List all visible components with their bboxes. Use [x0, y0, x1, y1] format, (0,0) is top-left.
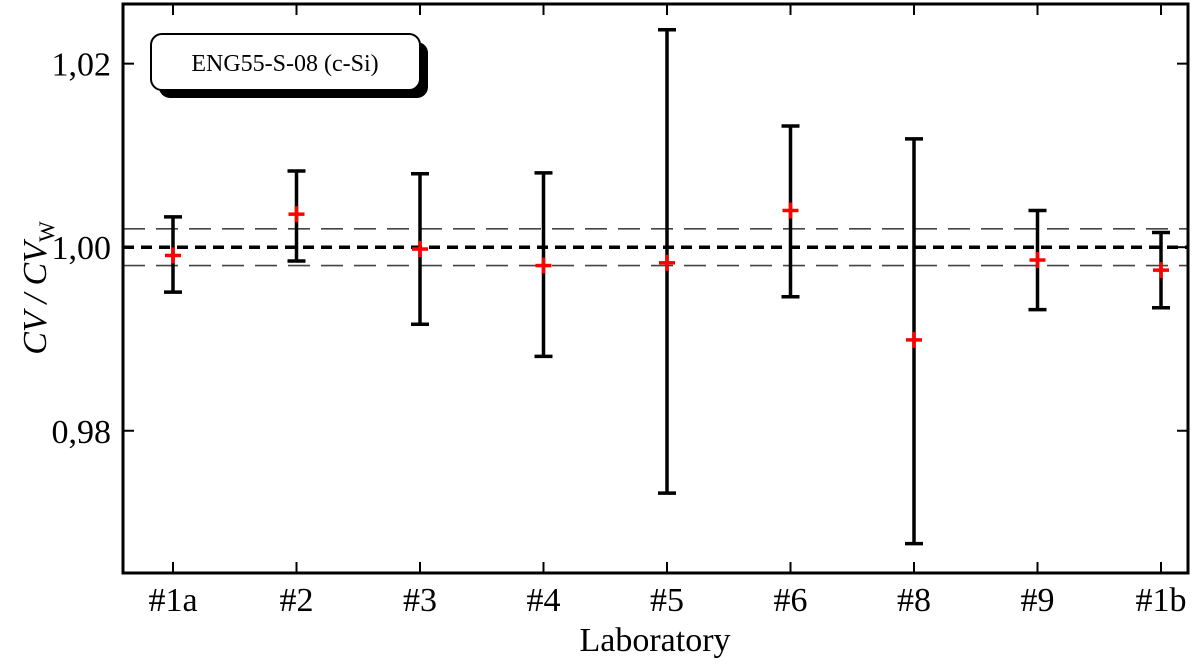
data-point-#9 [1029, 252, 1046, 269]
x-axis-title: Laboratory [579, 622, 730, 659]
legend-box: ENG55-S-08 (c-Si) [150, 33, 428, 98]
data-point-#8 [906, 331, 922, 348]
data-point-#1b [1153, 262, 1169, 279]
data-point-#4 [535, 257, 552, 274]
tick-labels: #1a #2 #3 #4 #5 #6 #8 #9 #1b 0,98 1,00 1,02 [52, 47, 1187, 619]
x-tick-label: #6 [774, 582, 808, 619]
plot-frame [121, 2, 1190, 575]
x-tick-label: #5 [650, 582, 684, 619]
x-tick-label: #1b [1136, 582, 1187, 619]
x-tick-label: #8 [897, 582, 931, 619]
data-point-#3 [412, 241, 428, 258]
reference-lines [123, 228, 1188, 267]
y-axis-title: CV / CVW [17, 221, 59, 355]
x-tick-label: #9 [1021, 582, 1055, 619]
y-tick-label: 1,02 [52, 47, 112, 84]
x-tick-label: #2 [280, 582, 314, 619]
legend-label: ENG55-S-08 (c-Si) [191, 51, 378, 77]
y-axis-title-main: CV / CV [17, 238, 54, 355]
legend-frame [150, 33, 421, 91]
y-tick-label: 0,98 [52, 414, 112, 451]
axis-ticks [123, 4, 1188, 573]
data-point-#5 [659, 254, 675, 271]
data-point-#6 [782, 202, 799, 219]
error-bars [164, 27, 1170, 546]
data-point-#2 [288, 206, 305, 223]
data-points [165, 202, 1169, 348]
y-tick-label: 1,00 [52, 230, 112, 267]
x-tick-label: #1a [148, 582, 197, 619]
x-tick-label: #4 [527, 582, 561, 619]
x-tick-label: #3 [403, 582, 437, 619]
y-axis-title-subscript: W [34, 221, 59, 242]
data-point-#1a [165, 247, 181, 264]
